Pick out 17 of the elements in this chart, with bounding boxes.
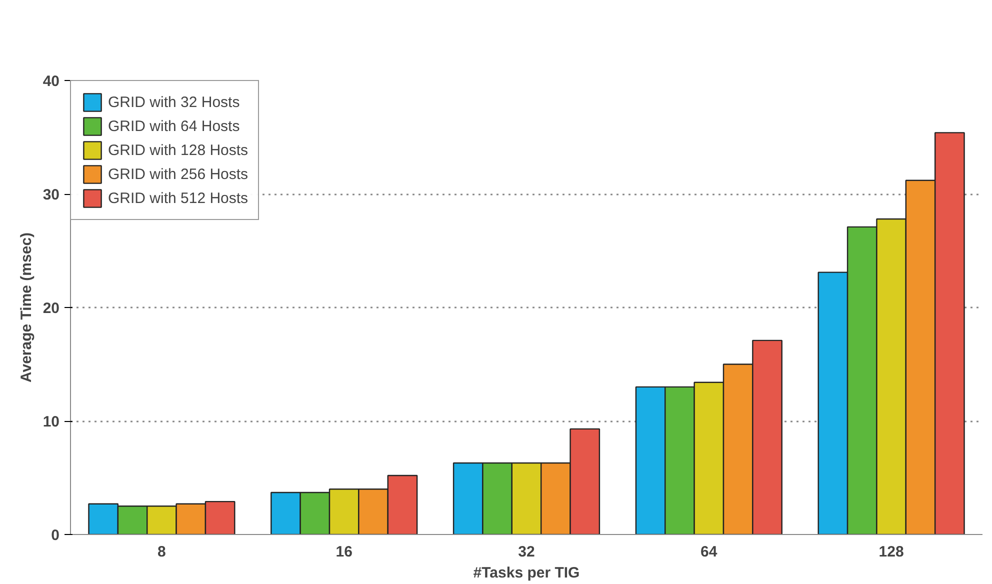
x-tick-label: 128 xyxy=(878,544,904,560)
legend-label: GRID with 512 Hosts xyxy=(108,190,248,206)
y-tick-label: 40 xyxy=(42,73,60,90)
legend-label: GRID with 32 Hosts xyxy=(108,94,240,110)
y-tick-label: 30 xyxy=(42,186,60,204)
y-tick-label: 10 xyxy=(42,414,60,430)
x-axis-title: #Tasks per TIG xyxy=(473,564,580,582)
y-axis-title: Average Time (msec) xyxy=(18,232,35,383)
x-tick-label: 32 xyxy=(518,544,535,560)
x-tick-label: 16 xyxy=(336,544,352,560)
legend-label: GRID with 256 Hosts xyxy=(108,166,248,182)
y-tick-label: 20 xyxy=(42,300,60,317)
x-tick-label: 64 xyxy=(700,544,718,560)
x-tick-label: 8 xyxy=(158,544,166,560)
legend-label: GRID with 64 Hosts xyxy=(108,118,240,134)
y-tick-label: 0 xyxy=(51,527,60,544)
legend-label: GRID with 128 Hosts xyxy=(108,142,248,158)
